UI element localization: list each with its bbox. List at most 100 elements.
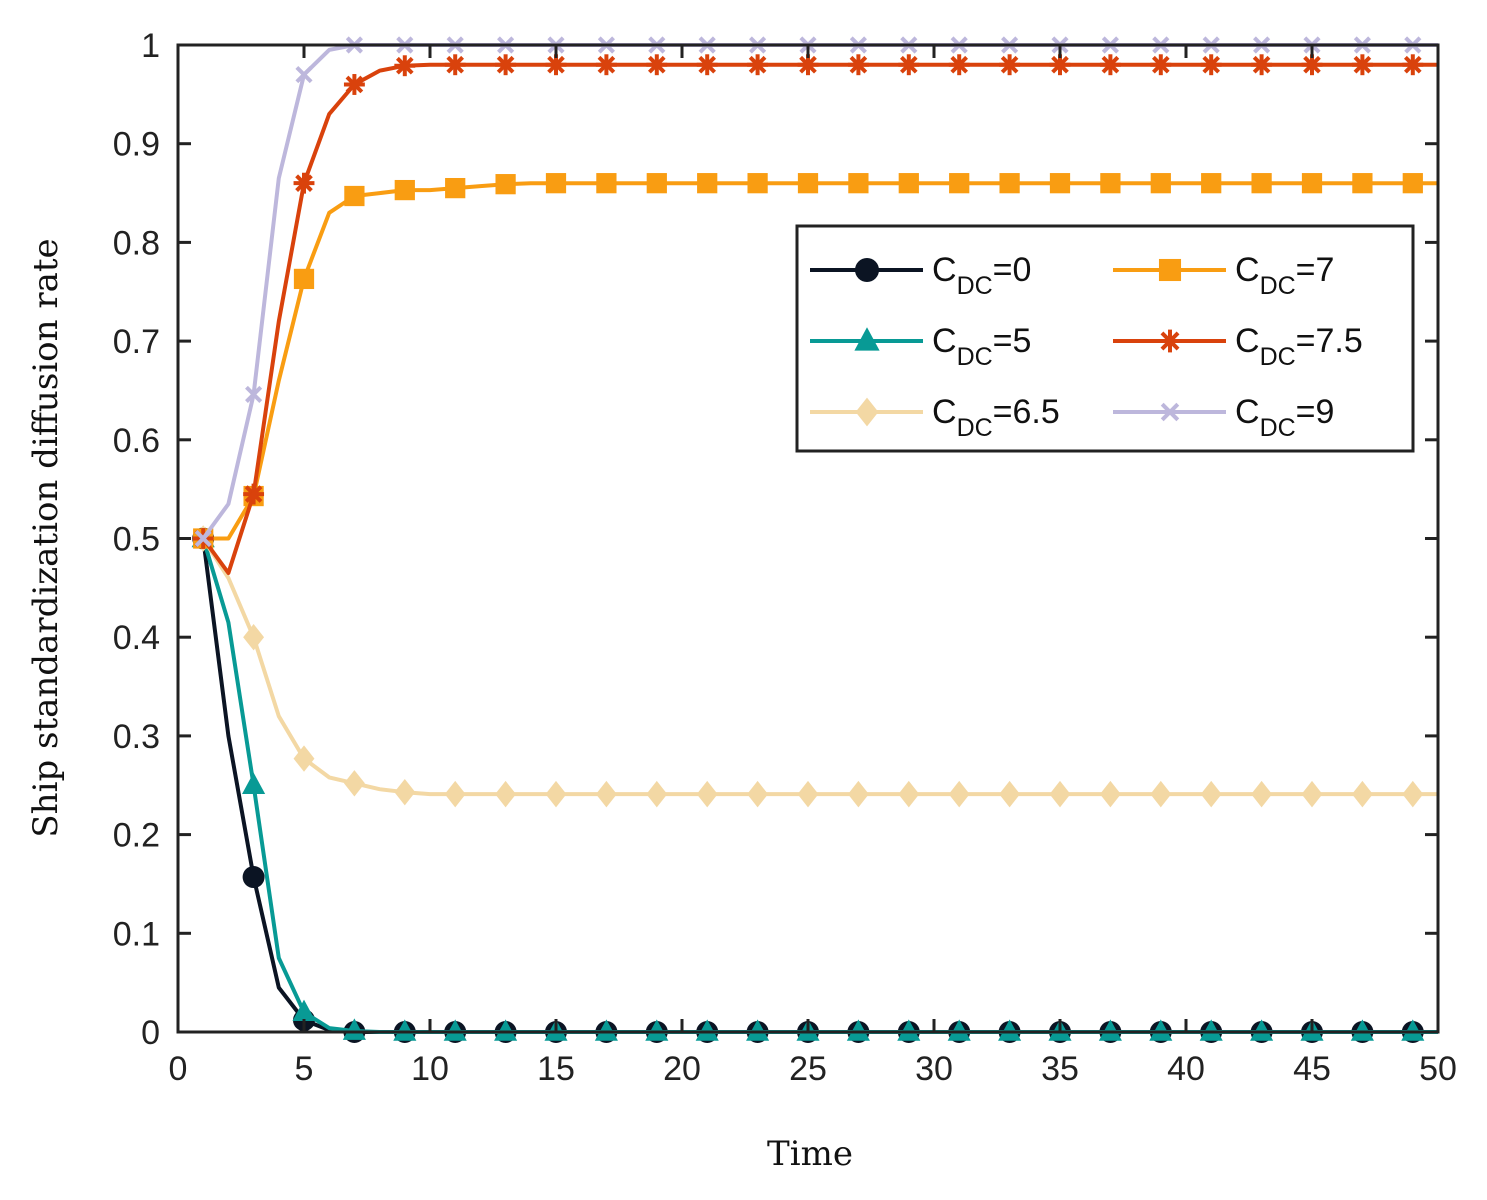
data-point bbox=[1201, 173, 1222, 194]
marker-shape bbox=[1149, 1019, 1173, 1041]
data-point bbox=[1402, 173, 1423, 194]
marker-shape bbox=[1199, 1019, 1223, 1041]
series-3 bbox=[193, 173, 1438, 549]
data-point bbox=[897, 1019, 921, 1041]
marker-shape bbox=[855, 258, 879, 282]
data-point bbox=[1402, 54, 1424, 76]
data-point bbox=[1150, 173, 1171, 194]
data-point bbox=[1049, 780, 1071, 808]
data-point bbox=[545, 173, 567, 194]
marker-shape bbox=[242, 866, 265, 889]
marker-shape bbox=[595, 780, 617, 808]
marker-stroke bbox=[597, 55, 616, 74]
marker-shape bbox=[898, 173, 919, 194]
data-point bbox=[746, 1019, 770, 1041]
data-point bbox=[1350, 1019, 1374, 1041]
marker-shape bbox=[947, 1019, 971, 1041]
marker-stroke bbox=[748, 55, 767, 74]
marker-shape bbox=[1201, 173, 1222, 194]
marker-stroke bbox=[295, 66, 313, 84]
marker-shape bbox=[846, 1019, 870, 1041]
marker-shape bbox=[1251, 780, 1273, 808]
marker-shape bbox=[797, 173, 819, 194]
marker-shape bbox=[444, 780, 466, 808]
data-point bbox=[245, 385, 263, 403]
legend-label: CDC=5 bbox=[932, 322, 1031, 371]
data-point bbox=[846, 1019, 870, 1041]
data-point bbox=[595, 54, 617, 76]
marker-shape bbox=[1352, 173, 1373, 194]
marker-shape bbox=[394, 179, 415, 201]
data-point bbox=[445, 177, 466, 199]
data-point bbox=[999, 54, 1021, 76]
marker-stroke bbox=[295, 174, 313, 192]
data-point bbox=[394, 179, 415, 201]
legend-marker bbox=[854, 327, 880, 351]
marker-shape bbox=[1098, 1019, 1122, 1041]
marker-shape bbox=[243, 624, 265, 651]
data-point bbox=[1149, 1019, 1173, 1041]
marker-shape bbox=[344, 185, 365, 207]
marker-shape bbox=[747, 780, 769, 808]
data-point bbox=[595, 780, 617, 808]
data-point bbox=[1352, 173, 1373, 194]
legend-marker bbox=[855, 258, 879, 282]
x-tick-label: 20 bbox=[663, 1050, 701, 1088]
data-point bbox=[596, 173, 617, 194]
marker-shape bbox=[494, 1019, 518, 1041]
marker-stroke bbox=[547, 55, 565, 74]
data-point bbox=[949, 173, 970, 194]
data-point bbox=[696, 54, 718, 76]
marker-shape bbox=[1251, 173, 1272, 194]
marker-shape bbox=[1049, 780, 1071, 808]
marker-shape bbox=[948, 780, 970, 808]
y-axis-label: Ship standardization diffusion rate bbox=[26, 238, 66, 837]
data-point bbox=[394, 778, 416, 806]
data-point bbox=[1049, 54, 1071, 76]
data-point bbox=[242, 866, 265, 889]
marker-stroke bbox=[194, 529, 212, 548]
data-point bbox=[1251, 780, 1273, 808]
data-point bbox=[393, 1019, 417, 1041]
marker-shape bbox=[343, 770, 365, 797]
y-tick-label: 0.5 bbox=[113, 521, 160, 559]
data-point bbox=[847, 780, 869, 808]
x-tick-label: 45 bbox=[1293, 1050, 1331, 1088]
data-point bbox=[293, 268, 315, 290]
marker-stroke bbox=[899, 55, 918, 74]
data-point bbox=[1199, 1019, 1223, 1041]
data-point bbox=[1351, 780, 1373, 808]
marker-shape bbox=[293, 268, 315, 290]
legend-entry: CDC=6.5 bbox=[810, 393, 1060, 442]
data-point bbox=[594, 1019, 618, 1041]
marker-shape bbox=[696, 780, 718, 808]
marker-shape bbox=[998, 1019, 1022, 1041]
marker-shape bbox=[848, 173, 869, 194]
marker-shape bbox=[746, 1019, 770, 1041]
data-point bbox=[1049, 173, 1071, 194]
y-tick-label: 0.2 bbox=[113, 817, 160, 855]
marker-stroke bbox=[1051, 55, 1069, 74]
x-tick-label: 40 bbox=[1167, 1050, 1205, 1088]
marker-shape bbox=[999, 173, 1020, 194]
marker-shape bbox=[1100, 173, 1121, 194]
data-point bbox=[243, 624, 265, 651]
marker-shape bbox=[443, 1019, 467, 1041]
data-point bbox=[243, 483, 265, 505]
y-tick-label: 0.8 bbox=[113, 224, 160, 262]
marker-shape bbox=[897, 1019, 921, 1041]
data-point bbox=[747, 54, 769, 76]
marker-shape bbox=[695, 1019, 719, 1041]
y-tick-label: 0.6 bbox=[113, 422, 160, 460]
marker-stroke bbox=[1101, 55, 1120, 74]
data-point bbox=[695, 1019, 719, 1041]
marker-shape bbox=[293, 745, 315, 772]
marker-shape bbox=[1402, 173, 1423, 194]
marker-shape bbox=[596, 173, 617, 194]
marker-stroke bbox=[1252, 55, 1271, 74]
data-point bbox=[797, 173, 819, 194]
data-point bbox=[293, 172, 315, 194]
data-point bbox=[343, 770, 365, 797]
legend-entry: CDC=7.5 bbox=[1113, 322, 1363, 371]
data-point bbox=[1401, 1019, 1425, 1041]
